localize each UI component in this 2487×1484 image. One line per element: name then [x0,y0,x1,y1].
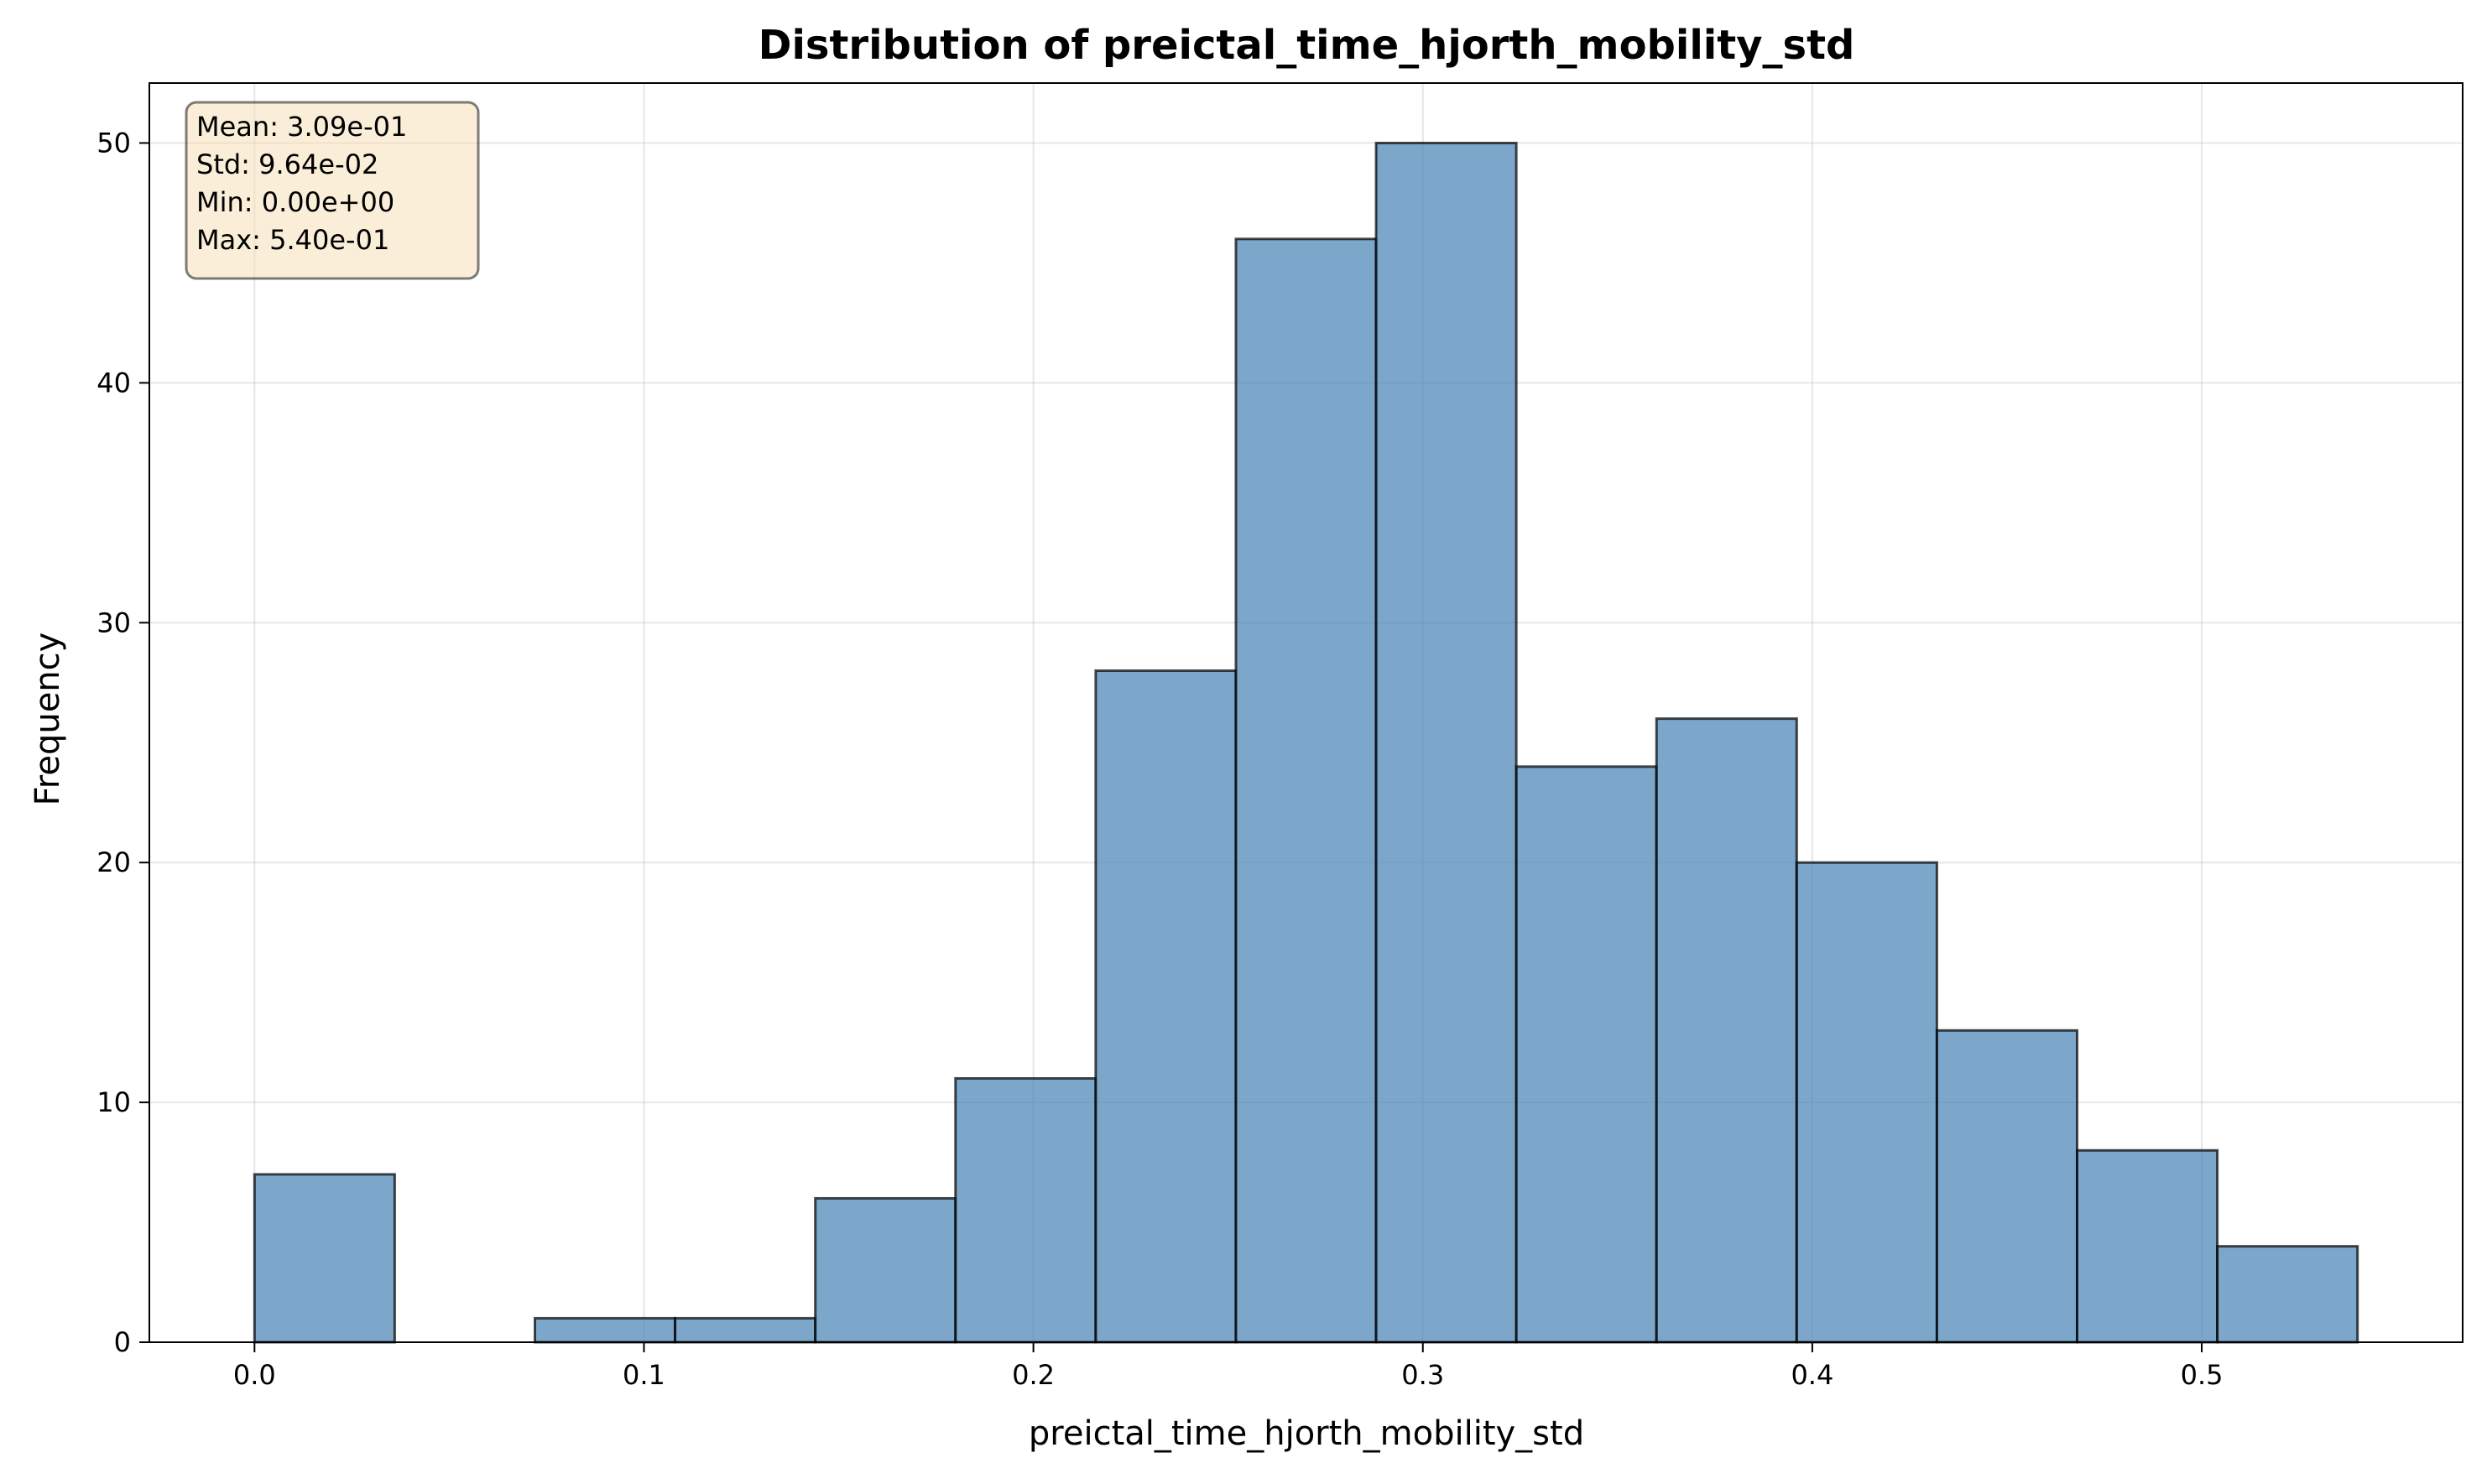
histogram-bar [674,1316,817,1344]
histogram-bar [2076,1148,2219,1344]
y-tick-label: 50 [96,127,131,159]
x-tick-label: 0.3 [1401,1359,1444,1391]
y-tick-label: 0 [114,1326,131,1358]
histogram-bar [1795,861,1938,1344]
y-tick-label: 10 [96,1086,131,1118]
y-tick-label: 40 [96,367,131,398]
stats-min: Min: 0.00e+00 [196,186,394,218]
y-tick-label: 30 [96,607,131,638]
histogram-bar [1234,237,1378,1344]
stats-std: Std: 9.64e-02 [196,148,378,180]
histogram-bar [534,1316,677,1344]
x-tick-label: 0.1 [623,1359,665,1391]
stats-box: Mean: 3.09e-01 Std: 9.64e-02 Min: 0.00e+… [185,101,480,280]
histogram-bar [954,1077,1098,1344]
stats-mean: Mean: 3.09e-01 [196,111,407,143]
axes-frame [149,82,2464,1343]
y-tick-label: 20 [96,846,131,878]
x-tick-label: 0.4 [1791,1359,1833,1391]
histogram-bar [1935,1028,2079,1344]
x-axis-ticks: 0.0 0.1 0.2 0.3 0.4 0.5 [233,1342,2224,1391]
x-tick-label: 0.0 [233,1359,276,1391]
stats-box-background [185,101,480,280]
y-axis-ticks: 0 10 20 30 40 50 [96,127,149,1358]
histogram-bar [1094,669,1238,1344]
histogram-bars [253,141,2359,1344]
chart-title: Distribution of preictal_time_hjorth_mob… [759,22,1855,69]
histogram-bar [814,1196,957,1344]
x-axis-label: preictal_time_hjorth_mobility_std [1029,1414,1584,1453]
stats-max: Max: 5.40e-01 [196,224,389,256]
histogram-bar [253,1173,396,1344]
x-tick-label: 0.5 [2181,1359,2224,1391]
y-axis-label: Frequency [29,633,67,806]
x-tick-label: 0.2 [1012,1359,1055,1391]
histogram-bar [2216,1245,2359,1344]
histogram-bar [1374,141,1518,1344]
histogram-bar [1655,717,1798,1344]
histogram-bar [1515,765,1658,1344]
